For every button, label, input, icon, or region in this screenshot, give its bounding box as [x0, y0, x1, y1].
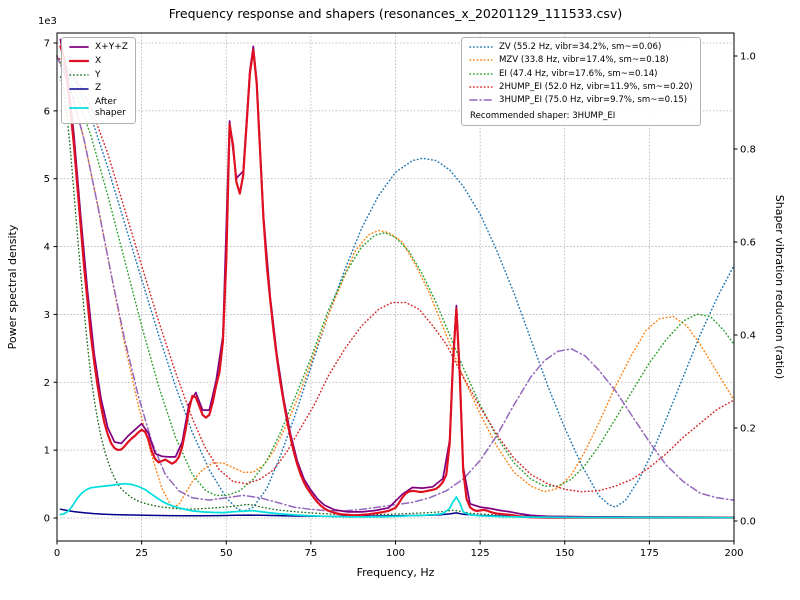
- svg-text:100: 100: [386, 548, 405, 559]
- svg-text:25: 25: [135, 548, 148, 559]
- svg-text:7: 7: [44, 39, 50, 50]
- legend-item-label: 2HUMP_EI (52.0 Hz, vibr=11.9%, sm~=0.20): [499, 81, 693, 92]
- svg-text:1: 1: [44, 446, 50, 457]
- legend-item-label: X: [95, 55, 102, 66]
- svg-text:0.0: 0.0: [740, 517, 756, 528]
- legend-sample-line: [469, 99, 493, 102]
- legend-item: X+Y+Z: [69, 42, 128, 53]
- svg-text:0: 0: [44, 514, 50, 525]
- legend-item-label: X+Y+Z: [95, 42, 128, 52]
- svg-text:6: 6: [44, 106, 50, 117]
- svg-text:0.4: 0.4: [740, 331, 756, 342]
- series-zv: [56, 55, 735, 513]
- legend-item: 2HUMP_EI (52.0 Hz, vibr=11.9%, sm~=0.20): [469, 82, 693, 92]
- legend-sample-line: [69, 60, 89, 63]
- svg-text:0.2: 0.2: [740, 424, 756, 435]
- svg-text:4: 4: [44, 242, 50, 253]
- legend-item-label: Y: [95, 69, 101, 80]
- tick-labels: 0 25 50 75 100 125 150 175 200 0 1 2 3 4 5 6 7 0.0 0.2 0.4 0…: [44, 39, 756, 560]
- svg-text:1.0: 1.0: [740, 52, 756, 63]
- legend-item: X: [69, 56, 128, 67]
- legend-item: 3HUMP_EI (75.0 Hz, vibr=9.7%, sm~=0.15): [469, 95, 693, 105]
- axis-ticks: [53, 42, 738, 545]
- y-axis-multiplier: 1e3: [38, 16, 57, 27]
- legend-sample-line: [69, 46, 89, 49]
- svg-text:5: 5: [44, 174, 50, 185]
- x-axis-label: Frequency, Hz: [356, 566, 435, 579]
- legend-sample-line: [69, 74, 89, 76]
- svg-text:125: 125: [471, 548, 490, 559]
- legend-sample-line: [469, 46, 493, 48]
- series-after-shaper: [59, 482, 735, 519]
- y-right-axis-label: Shaper vibration reduction (ratio): [773, 194, 786, 380]
- svg-text:75: 75: [305, 548, 318, 559]
- svg-text:200: 200: [724, 548, 743, 559]
- legend-item: After shaper: [69, 97, 128, 119]
- legend-item-label: MZV (33.8 Hz, vibr=17.4%, sm~=0.18): [499, 55, 669, 66]
- svg-text:0.8: 0.8: [740, 145, 756, 156]
- legend-sample-line: [469, 86, 493, 88]
- legend-sample-line: [69, 107, 89, 109]
- legend-sample-line: [469, 59, 493, 62]
- legend-shapers: ZV (55.2 Hz, vibr=34.2%, sm~=0.06) MZV (3…: [461, 37, 701, 126]
- svg-text:0.6: 0.6: [740, 238, 756, 249]
- legend-item-label: Z: [95, 83, 102, 94]
- legend-sample-line: [69, 88, 89, 90]
- svg-text:150: 150: [555, 548, 574, 559]
- legend-item-label: After shaper: [95, 97, 126, 118]
- svg-text:0: 0: [54, 548, 60, 559]
- legend-item: Z: [69, 83, 128, 94]
- legend-item: Y: [69, 70, 128, 81]
- legend-item: ZV (55.2 Hz, vibr=34.2%, sm~=0.06): [469, 42, 693, 52]
- y-left-axis-label: Power spectral density: [6, 224, 19, 350]
- series-mzv: [56, 55, 735, 508]
- svg-text:2: 2: [44, 378, 50, 389]
- legend-item-label: EI (47.4 Hz, vibr=17.6%, sm~=0.14): [499, 68, 658, 79]
- legend-item: MZV (33.8 Hz, vibr=17.4%, sm~=0.18): [469, 55, 693, 65]
- series-y: [59, 76, 735, 519]
- legend-item-label: ZV (55.2 Hz, vibr=34.2%, sm~=0.06): [499, 42, 662, 52]
- legend-psd: X+Y+Z X Y Z After shaper: [61, 37, 136, 124]
- series-2hump_ei: [56, 55, 735, 493]
- legend-item-label: 3HUMP_EI (75.0 Hz, vibr=9.7%, sm~=0.15): [499, 95, 688, 106]
- series-3hump_ei: [56, 55, 735, 512]
- legend-sample-line: [469, 73, 493, 75]
- series-x: [59, 45, 736, 519]
- chart-title: Frequency response and shapers (resonanc…: [168, 6, 623, 21]
- svg-text:3: 3: [44, 310, 50, 321]
- recommended-shaper-note: Recommended shaper: 3HUMP_EI: [470, 110, 616, 121]
- svg-text:50: 50: [220, 548, 233, 559]
- legend-item: EI (47.4 Hz, vibr=17.6%, sm~=0.14): [469, 69, 693, 79]
- svg-text:175: 175: [640, 548, 659, 559]
